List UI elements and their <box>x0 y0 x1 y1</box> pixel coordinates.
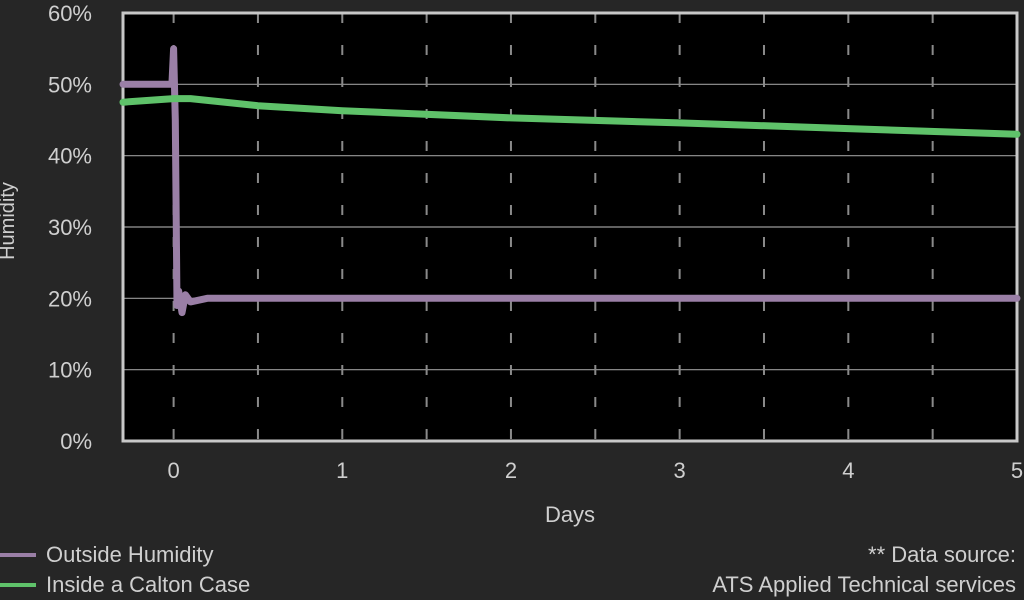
y-tick-label: 40% <box>48 144 92 169</box>
legend-item-outside: Outside Humidity <box>0 540 250 570</box>
series-line-1 <box>119 95 1021 138</box>
x-tick-label: 5 <box>1011 458 1023 483</box>
x-tick-label: 4 <box>842 458 854 483</box>
legend-swatch-outside <box>0 553 36 557</box>
legend-label-outside: Outside Humidity <box>46 542 214 567</box>
legend-label-inside: Inside a Calton Case <box>46 572 251 597</box>
series-line-0 <box>119 45 1021 317</box>
legend-item-inside: Inside a Calton Case <box>0 570 250 600</box>
x-axis-title: Days <box>544 502 596 527</box>
plot-frame <box>121 11 1019 443</box>
y-tick-label: 60% <box>48 1 92 26</box>
data-source-note: ** Data source: ATS Applied Technical se… <box>712 540 1016 600</box>
x-tick-label: 1 <box>336 458 348 483</box>
y-tick-label: 20% <box>48 286 92 311</box>
x-tick-labels: 0 1 2 3 4 5 <box>167 458 1023 483</box>
source-line-2: ATS Applied Technical services <box>712 572 1016 597</box>
vertical-grid <box>172 13 934 441</box>
y-tick-label: 10% <box>48 358 92 383</box>
legend: Outside Humidity Inside a Calton Case <box>0 540 250 600</box>
x-tick-label: 0 <box>167 458 179 483</box>
legend-swatch-inside <box>0 583 36 587</box>
x-tick-label: 2 <box>505 458 517 483</box>
y-tick-label: 50% <box>48 72 92 97</box>
y-tick-labels: 0% 10% 20% 30% 40% 50% 60% <box>48 1 92 454</box>
source-line-1: ** Data source: <box>868 542 1016 567</box>
series-group <box>119 45 1021 317</box>
y-tick-label: 0% <box>60 429 92 454</box>
y-axis-title: Humidity <box>0 182 19 260</box>
y-tick-label: 30% <box>48 215 92 240</box>
x-tick-label: 3 <box>674 458 686 483</box>
